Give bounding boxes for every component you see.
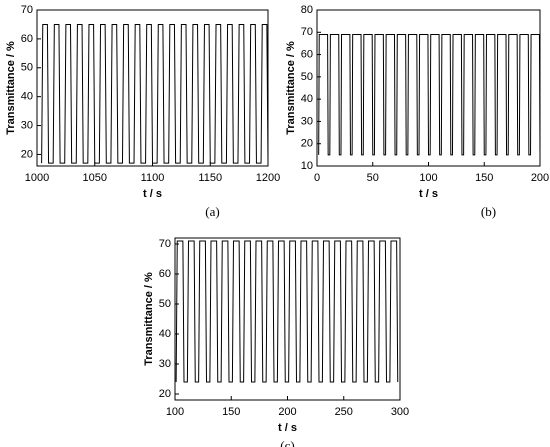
x-axis-label: t / s	[419, 188, 438, 200]
x-axis-label: t / s	[278, 422, 297, 434]
y-tick-label: 30	[159, 358, 171, 370]
y-tick-label: 40	[21, 91, 33, 103]
transmittance-line	[318, 34, 541, 156]
y-axis-label: Transmittance / %	[5, 41, 17, 135]
x-tick-label: 1050	[83, 172, 107, 184]
x-tick-label: 300	[391, 406, 409, 418]
y-tick-label: 60	[21, 33, 33, 45]
panel-label: (a)	[205, 204, 219, 219]
x-axis-label: t / s	[143, 188, 162, 200]
x-tick-label: 1100	[141, 172, 165, 184]
y-tick-label: 30	[301, 115, 313, 127]
y-tick-label: 70	[301, 26, 313, 38]
y-tick-label: 20	[21, 148, 33, 160]
y-tick-label: 40	[159, 328, 171, 340]
x-tick-label: 1200	[256, 172, 280, 184]
x-tick-label: 150	[222, 406, 240, 418]
y-axis-label: Transmittance / %	[143, 272, 155, 366]
x-tick-label: 100	[419, 172, 437, 184]
y-tick-label: 50	[21, 62, 33, 74]
y-axis-label: Transmittance / %	[285, 41, 297, 135]
x-tick-label: 100	[166, 406, 184, 418]
panel-label: (b)	[481, 204, 496, 219]
x-tick-label: 250	[335, 406, 353, 418]
x-tick-label: 150	[475, 172, 493, 184]
y-tick-label: 50	[159, 298, 171, 310]
y-tick-label: 70	[159, 238, 171, 250]
x-tick-label: 1000	[25, 172, 49, 184]
x-tick-label: 1150	[198, 172, 222, 184]
x-tick-label: 200	[278, 406, 296, 418]
y-tick-label: 60	[159, 268, 171, 280]
x-tick-label: 200	[531, 172, 549, 184]
y-tick-label: 80	[301, 4, 313, 16]
y-tick-label: 50	[301, 71, 313, 83]
y-tick-label: 70	[21, 4, 33, 16]
transmittance-line	[175, 240, 399, 383]
y-tick-label: 20	[159, 388, 171, 400]
y-tick-label: 60	[301, 48, 313, 60]
y-tick-label: 20	[301, 138, 313, 150]
transmittance-line	[41, 23, 269, 164]
y-tick-label: 30	[21, 119, 33, 131]
plot-frame	[174, 237, 401, 401]
y-tick-label: 40	[301, 93, 313, 105]
x-tick-label: 50	[367, 172, 379, 184]
y-tick-label: 10	[301, 160, 313, 172]
x-tick-label: 0	[314, 172, 320, 184]
panel-label: (c)	[280, 438, 294, 447]
